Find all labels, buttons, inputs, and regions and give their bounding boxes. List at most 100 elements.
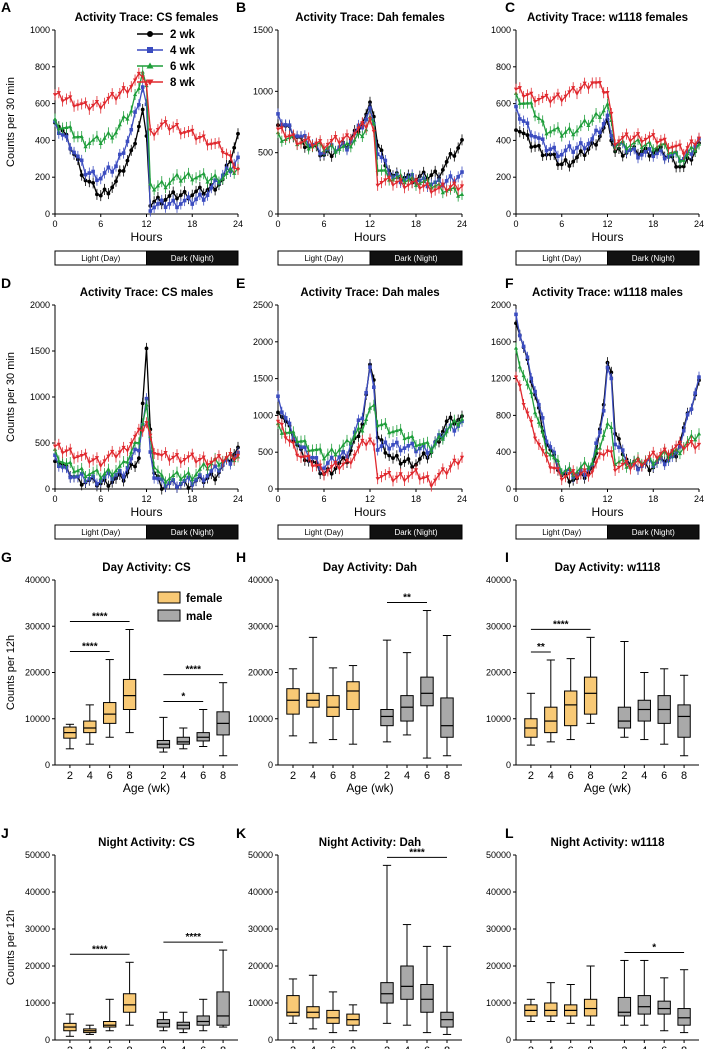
data-point [155,128,161,132]
series-line [277,420,463,488]
y-tick-label: 30000 [248,621,273,631]
box-panel-L: L Night Activity: w1118 0 10000 20000 30000 40… [486,825,699,1049]
data-point [647,147,652,151]
series-line [54,420,239,468]
data-point [517,129,522,134]
data-point [563,158,568,162]
data-point [178,460,183,465]
data-point [95,192,99,197]
data-point [102,171,107,175]
data-point [658,138,663,143]
data-point [94,99,100,104]
data-point [571,86,576,90]
trace-panel-C: C Activity Trace: w1118 females 0 200 400 600… [491,0,704,266]
data-point [71,469,77,474]
data-point [314,456,319,460]
box [346,681,360,710]
data-point [620,462,625,467]
data-point [444,429,449,434]
data-point [635,132,641,136]
x-tick-label: 4 [404,770,410,782]
light-phase-label: Light (Day) [81,254,120,263]
data-point [440,429,445,434]
data-point [60,125,65,130]
data-point [452,154,457,158]
data-point [287,421,292,426]
data-point [651,133,656,137]
series-8-wk [52,67,241,175]
y-tick-label: 0 [45,209,50,219]
x-tick-label: 24 [457,494,467,504]
data-point [394,475,399,480]
data-point [548,452,553,457]
y-tick-label: 30000 [486,924,511,934]
data-point [379,444,384,448]
data-point [398,178,403,183]
data-point [598,130,602,135]
data-point [121,445,126,450]
data-point [144,346,149,351]
data-point [121,114,126,119]
significance-label: **** [409,847,425,858]
data-point [406,457,411,461]
y-tick-label: 40000 [248,575,273,585]
data-point [578,86,583,91]
data-point [91,181,96,185]
data-point [383,451,388,455]
data-point [106,466,111,471]
x-tick-label: 2 [621,770,627,782]
data-point [452,417,457,422]
data-point [414,449,418,454]
x-tick-label: 8 [127,770,133,782]
data-point [220,150,225,155]
data-point [670,449,675,453]
y-axis-label: Counts per 12h [5,635,17,710]
box [400,965,414,1000]
significance-label: **** [92,611,108,622]
female-box-8wk [122,961,137,1026]
data-point [654,141,660,145]
data-point [159,122,164,127]
dark-phase-label: Dark (Night) [632,254,675,263]
data-point [635,458,641,463]
data-point [677,440,683,445]
data-point [685,412,690,417]
trace-panel-D: D Activity Trace: CS males 0 500 1000 1500 200… [1,275,243,540]
data-point [540,118,545,123]
data-point [98,475,103,480]
data-point [333,134,338,139]
data-point [643,459,648,464]
data-point [613,468,618,473]
box [544,706,558,734]
data-point [113,130,119,135]
data-point [113,455,119,460]
data-point [681,428,686,433]
data-point [98,176,103,181]
data-point [620,153,625,158]
x-tick-label: 8 [220,1045,226,1049]
data-point [352,453,357,458]
data-point [163,451,168,455]
data-point [559,162,564,167]
x-tick-label: 2 [384,1045,390,1049]
data-point [387,453,392,458]
box-panel-K: K Night Activity: Dah 0 10000 20000 30000 4000… [236,825,462,1049]
x-tick-label: 6 [200,770,206,782]
data-point [117,169,122,173]
data-point [68,475,73,480]
y-axis-label: Counts per 12h [5,910,17,985]
data-point [318,139,323,143]
data-point [232,145,237,150]
data-point [306,448,311,453]
data-point [379,148,384,153]
data-point [213,458,218,463]
data-point [198,473,202,477]
male-box-4wk [176,1011,190,1034]
data-point [125,449,130,453]
data-point [201,192,206,196]
data-point [137,102,141,107]
data-point [236,131,240,136]
data-point [302,438,307,443]
data-point [651,461,656,466]
data-point [394,453,399,458]
